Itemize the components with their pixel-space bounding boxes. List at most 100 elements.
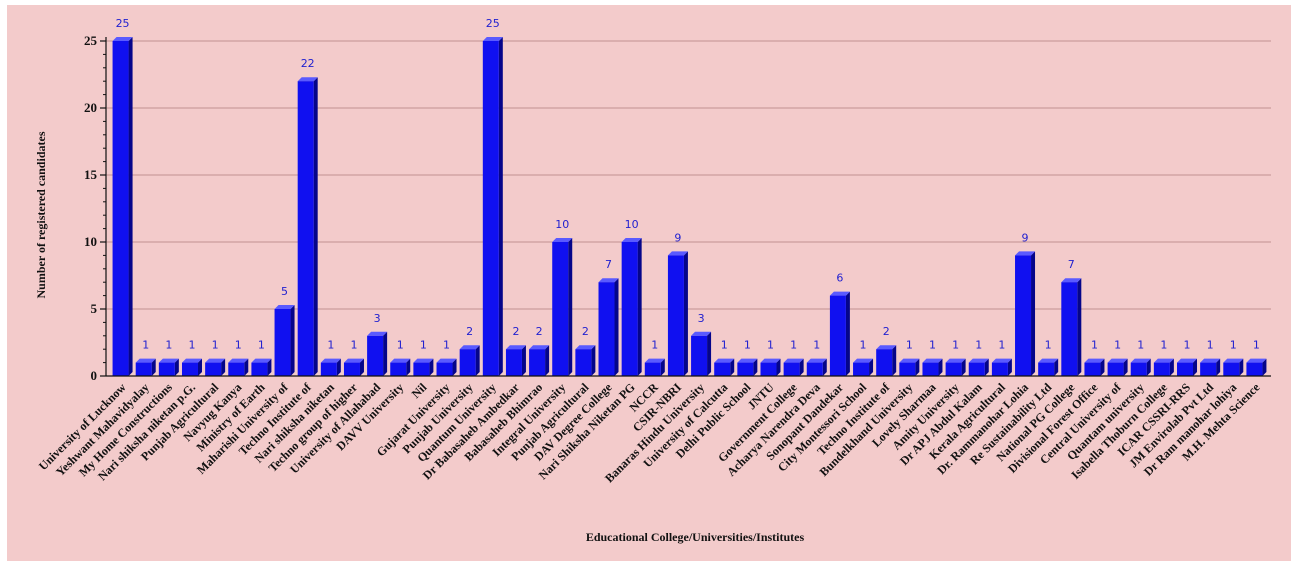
bar-side xyxy=(1193,358,1198,376)
bar-side xyxy=(429,358,434,376)
bar-top xyxy=(552,238,573,242)
bar xyxy=(575,349,592,376)
bar-side xyxy=(359,358,364,376)
data-label: 1 xyxy=(975,339,982,352)
data-label: 1 xyxy=(721,339,728,352)
y-tick-label: 25 xyxy=(84,33,98,48)
bar-side xyxy=(1216,358,1221,376)
bar xyxy=(644,362,661,376)
bar-top xyxy=(968,358,989,363)
data-label: 5 xyxy=(281,285,288,298)
bar-side xyxy=(938,358,943,376)
bar-top xyxy=(297,77,318,82)
data-label: 1 xyxy=(1253,339,1260,352)
bar-top xyxy=(1223,358,1244,363)
bar-side xyxy=(776,358,781,376)
bar-side xyxy=(892,345,897,376)
bar-top xyxy=(228,358,249,363)
bar-side xyxy=(683,251,688,376)
bar-top xyxy=(806,358,827,363)
data-label: 6 xyxy=(836,272,843,285)
data-label: 25 xyxy=(486,17,500,30)
bar xyxy=(876,349,893,376)
bar-top xyxy=(482,37,503,41)
data-label: 1 xyxy=(212,339,219,352)
data-label: 1 xyxy=(1230,339,1237,352)
data-label: 3 xyxy=(698,312,705,325)
bar-side xyxy=(244,358,249,376)
bar xyxy=(552,242,569,376)
bar-top xyxy=(158,358,179,363)
bar-top xyxy=(1107,358,1128,363)
bar xyxy=(598,282,615,376)
bar-top xyxy=(1038,358,1059,363)
bar-side xyxy=(1239,358,1244,376)
bar-top xyxy=(853,358,874,363)
bar xyxy=(529,349,546,376)
bar xyxy=(297,81,314,376)
bar-top xyxy=(459,345,480,350)
bar xyxy=(251,362,268,376)
bar xyxy=(390,362,407,376)
data-label: 1 xyxy=(350,339,357,352)
bar-side xyxy=(1077,278,1082,376)
bar-side xyxy=(799,358,804,376)
bar-side xyxy=(336,358,341,376)
bar xyxy=(505,349,522,376)
bar-top xyxy=(714,358,735,363)
data-label: 1 xyxy=(1207,339,1214,352)
bar-side xyxy=(707,331,712,376)
data-label: 9 xyxy=(674,231,681,244)
bar xyxy=(205,362,222,376)
data-label: 1 xyxy=(1160,339,1167,352)
data-label: 1 xyxy=(767,339,774,352)
bar-side xyxy=(1100,358,1105,376)
data-label: 25 xyxy=(116,17,130,30)
y-axis-title: Number of registered candidates xyxy=(34,131,48,298)
data-label: 1 xyxy=(327,339,334,352)
bar xyxy=(1200,362,1217,376)
bar-top xyxy=(367,331,388,336)
bar-top xyxy=(436,358,457,363)
bar-top xyxy=(644,358,665,363)
bar-top xyxy=(575,345,596,350)
axes xyxy=(100,37,1271,377)
bar-top xyxy=(181,358,202,363)
chart-container: 0 5 10 15 20 25 25 University of Lucknow 1 Yeshwa… xyxy=(7,5,1291,561)
bar-top xyxy=(922,358,943,363)
bar-top xyxy=(1130,358,1151,363)
bar xyxy=(1130,362,1147,376)
data-label: 10 xyxy=(625,218,639,231)
data-label: 1 xyxy=(1184,339,1191,352)
x-tick-label: Yeshwant Mahavidyalay xyxy=(53,380,152,479)
bar-side xyxy=(313,77,318,376)
bar-top xyxy=(991,358,1012,363)
bar-top xyxy=(413,358,434,363)
bar xyxy=(1061,282,1078,376)
bar-side xyxy=(383,331,388,376)
bar-series xyxy=(112,37,1267,376)
bar-top xyxy=(320,358,341,363)
data-label: 1 xyxy=(165,339,172,352)
data-label: 1 xyxy=(860,339,867,352)
data-label: 1 xyxy=(142,339,149,352)
bar xyxy=(482,41,499,376)
data-label: 3 xyxy=(374,312,381,325)
bar-side xyxy=(174,358,179,376)
bar xyxy=(320,362,337,376)
bar-top xyxy=(691,331,712,336)
bar-side xyxy=(591,345,596,376)
bar-side xyxy=(915,358,920,376)
bar-top xyxy=(1200,358,1221,363)
bar-top xyxy=(274,305,295,309)
bar-side xyxy=(521,345,526,376)
bar-top xyxy=(945,358,966,363)
bar xyxy=(135,362,152,376)
grid-lines xyxy=(106,40,1271,310)
bar-top xyxy=(112,37,133,41)
bar-side xyxy=(568,238,573,376)
data-label: 1 xyxy=(443,339,450,352)
bar xyxy=(829,295,846,376)
bar-side xyxy=(660,358,665,376)
